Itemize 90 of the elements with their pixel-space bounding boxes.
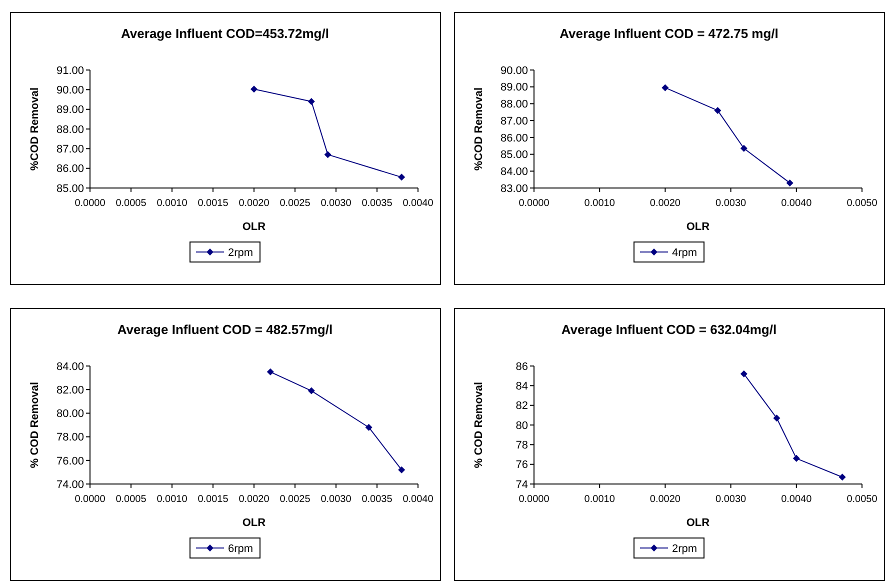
y-tick-label: 85.00 bbox=[56, 182, 84, 195]
x-tick-label: 0.0020 bbox=[238, 494, 270, 505]
x-tick-label: 0.0040 bbox=[402, 198, 434, 209]
x-tick-label: 0.0005 bbox=[116, 494, 147, 505]
y-tick-label: 80.00 bbox=[56, 408, 84, 420]
x-tick-label: 0.0010 bbox=[156, 198, 188, 209]
point bbox=[398, 174, 406, 181]
y-tick-label: 78.00 bbox=[56, 432, 84, 444]
y-tick-label: 78 bbox=[516, 440, 528, 452]
x-tick-label: 0.0030 bbox=[320, 494, 352, 505]
y-axis-title: %COD Removal bbox=[29, 87, 41, 171]
point bbox=[792, 454, 800, 462]
x-tick-label: 0.0030 bbox=[716, 198, 747, 209]
point bbox=[365, 424, 372, 431]
y-axis-title: % COD Removal bbox=[473, 382, 485, 468]
x-tick-label: 0.0000 bbox=[518, 494, 550, 505]
point bbox=[773, 414, 780, 422]
y-tick-label: 88.00 bbox=[56, 124, 84, 136]
legend-label: 2rpm bbox=[672, 542, 698, 555]
y-tick-label: 90.00 bbox=[56, 84, 84, 97]
y-tick-label: 86.00 bbox=[500, 132, 528, 144]
y-tick-label: 89.00 bbox=[56, 104, 84, 116]
x-tick-label: 0.0040 bbox=[402, 494, 434, 505]
y-tick-label: 80 bbox=[516, 420, 528, 432]
y-tick-label: 84.00 bbox=[500, 166, 528, 178]
x-tick-label: 0.0030 bbox=[320, 198, 352, 209]
y-tick-label: 87.00 bbox=[56, 144, 84, 156]
y-tick-label: 91.00 bbox=[56, 64, 84, 77]
chart-title: Average Influent COD = 472.75 mg/l bbox=[560, 26, 778, 41]
legend-label: 2rpm bbox=[228, 246, 254, 259]
x-tick-label: 0.0050 bbox=[846, 198, 878, 209]
point bbox=[838, 474, 846, 481]
point bbox=[714, 106, 722, 114]
x-tick-label: 0.0015 bbox=[198, 494, 229, 505]
legend-label: 6rpm bbox=[228, 542, 254, 555]
x-tick-label: 0.0040 bbox=[781, 198, 812, 209]
y-axis-title: % COD Removal bbox=[29, 382, 41, 468]
x-tick-label: 0.0010 bbox=[584, 198, 616, 209]
x-axis-title: OLR bbox=[242, 517, 266, 529]
point bbox=[786, 179, 794, 186]
x-tick-label: 0.0000 bbox=[518, 198, 550, 209]
y-tick-label: 84 bbox=[516, 380, 528, 393]
y-tick-label: 87.00 bbox=[500, 115, 528, 128]
y-tick-label: 74 bbox=[516, 478, 528, 491]
point bbox=[398, 466, 406, 474]
legend-label: 4rpm bbox=[672, 246, 698, 259]
point bbox=[662, 84, 669, 92]
y-tick-label: 89.00 bbox=[500, 82, 528, 94]
y-tick-label: 82 bbox=[516, 400, 528, 412]
y-tick-label: 84.00 bbox=[56, 360, 84, 373]
chart-title: Average Influent COD = 632.04mg/l bbox=[561, 322, 777, 337]
x-axis-title: OLR bbox=[686, 221, 710, 233]
point bbox=[740, 144, 748, 152]
y-tick-label: 86 bbox=[516, 360, 528, 373]
x-tick-label: 0.0000 bbox=[74, 198, 106, 209]
point bbox=[266, 368, 274, 376]
y-tick-label: 76.00 bbox=[56, 455, 84, 468]
y-tick-label: 88.00 bbox=[500, 98, 528, 111]
x-tick-label: 0.0030 bbox=[716, 494, 747, 505]
point bbox=[308, 387, 315, 394]
x-tick-label: 0.0010 bbox=[156, 494, 188, 505]
y-tick-label: 82.00 bbox=[56, 384, 84, 396]
x-tick-label: 0.0040 bbox=[781, 494, 812, 505]
y-tick-label: 74.00 bbox=[56, 478, 84, 491]
point bbox=[250, 86, 258, 93]
y-tick-label: 85.00 bbox=[500, 149, 528, 162]
y-axis-title: %COD Removal bbox=[473, 87, 485, 171]
chart-title: Average Influent COD = 482.57mg/l bbox=[117, 322, 333, 337]
x-tick-label: 0.0000 bbox=[74, 494, 106, 505]
point bbox=[308, 98, 315, 105]
x-tick-label: 0.0010 bbox=[584, 494, 616, 505]
y-tick-label: 86.00 bbox=[56, 163, 84, 176]
chart-title: Average Influent COD=453.72mg/l bbox=[121, 26, 329, 41]
x-tick-label: 0.0035 bbox=[362, 494, 393, 505]
y-tick-label: 83.00 bbox=[500, 182, 528, 195]
x-tick-label: 0.0025 bbox=[280, 494, 311, 505]
point bbox=[324, 151, 332, 158]
x-tick-label: 0.0020 bbox=[650, 198, 681, 209]
point bbox=[740, 370, 748, 378]
x-tick-label: 0.0020 bbox=[238, 198, 270, 209]
x-tick-label: 0.0005 bbox=[116, 198, 147, 209]
y-tick-label: 76 bbox=[516, 459, 528, 472]
y-tick-label: 90.00 bbox=[500, 64, 528, 77]
x-axis-title: OLR bbox=[686, 517, 710, 529]
x-tick-label: 0.0035 bbox=[362, 198, 393, 209]
x-tick-label: 0.0025 bbox=[280, 198, 311, 209]
x-tick-label: 0.0015 bbox=[198, 198, 229, 209]
x-tick-label: 0.0020 bbox=[650, 494, 681, 505]
x-axis-title: OLR bbox=[242, 221, 266, 233]
x-tick-label: 0.0050 bbox=[846, 494, 878, 505]
